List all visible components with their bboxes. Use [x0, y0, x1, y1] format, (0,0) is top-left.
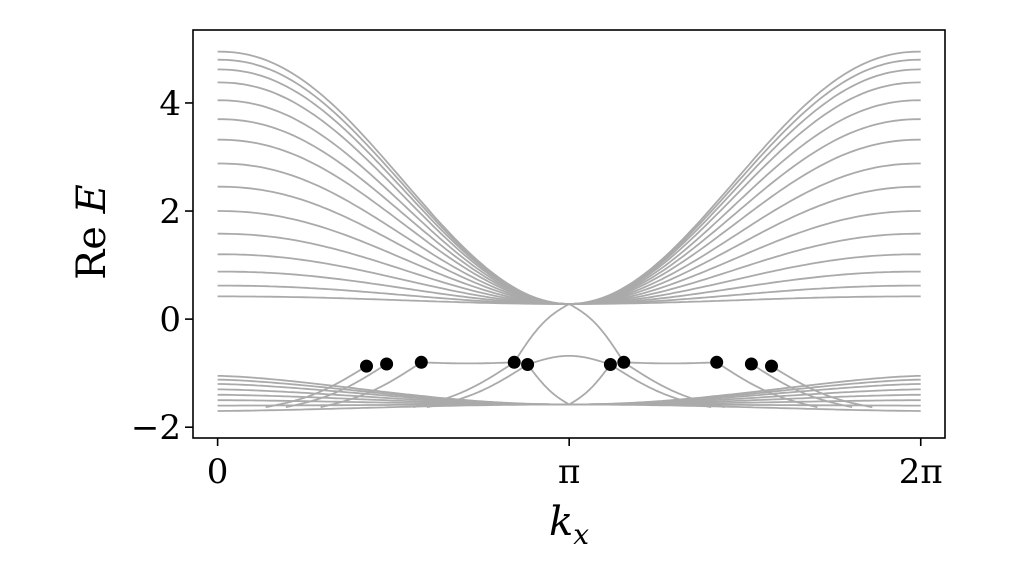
ep-link-branch — [623, 361, 717, 365]
ep-lower-branch — [426, 363, 529, 409]
ep-upper-branch — [568, 303, 625, 363]
x-axis-label: kx — [549, 499, 589, 551]
exceptional-point — [507, 355, 521, 369]
upper-band-curve — [217, 138, 921, 305]
ep-upper-branch — [513, 303, 570, 363]
exceptional-point — [710, 355, 724, 369]
ep-lower-branch — [750, 363, 853, 409]
ep-lower-branch — [265, 365, 367, 409]
exceptional-point — [380, 357, 394, 371]
y-tick-label: 0 — [159, 300, 181, 340]
upper-band-curve — [217, 162, 921, 305]
exceptional-point — [603, 358, 617, 371]
ep-link-branch — [421, 361, 515, 365]
plot-frame — [192, 29, 946, 439]
ep-lower-branch — [609, 363, 712, 409]
upper-band-curve — [217, 253, 921, 305]
exceptional-point — [360, 359, 373, 373]
upper-band-curve — [217, 99, 921, 305]
upper-band-curve — [217, 232, 921, 305]
y-axis-ticks: −2 0 2 4 — [131, 84, 193, 448]
ep-arc-branch — [527, 355, 611, 366]
x-tick-label: 2π — [899, 452, 943, 492]
exceptional-point — [617, 355, 631, 369]
ep-lower-branch — [413, 361, 515, 409]
upper-band-curve — [217, 284, 921, 305]
y-tick-label: 4 — [159, 84, 181, 124]
ep-lower-branch — [568, 363, 612, 406]
upper-band-curve — [217, 50, 921, 305]
ep-lower-branch — [716, 361, 818, 409]
y-tick-label: 2 — [159, 192, 181, 232]
upper-band-curve — [217, 295, 921, 305]
exceptional-point — [414, 355, 428, 369]
lower-band-curve — [217, 393, 921, 406]
ep-lower-branch — [526, 363, 570, 406]
ep-lower-branch — [623, 361, 725, 409]
ep-lower-branch — [320, 361, 422, 409]
upper-band-curve — [217, 118, 921, 305]
exceptional-point — [521, 358, 535, 371]
band-curves — [217, 50, 921, 412]
upper-band-curve — [217, 81, 921, 305]
highlighted-points — [360, 355, 778, 373]
exceptional-point — [765, 359, 778, 373]
ep-lower-branch — [771, 365, 873, 409]
upper-band-curve — [217, 210, 921, 305]
upper-band-curve — [217, 270, 921, 305]
x-tick-label: 0 — [207, 452, 229, 492]
y-tick-label: −2 — [131, 408, 181, 448]
x-axis-ticks: 0 π 2π — [207, 438, 943, 492]
x-tick-label: π — [558, 452, 580, 492]
upper-band-curve — [217, 68, 921, 305]
exceptional-point — [744, 357, 758, 371]
y-axis-label: Re E — [69, 184, 115, 280]
ep-lower-branch — [285, 363, 388, 409]
